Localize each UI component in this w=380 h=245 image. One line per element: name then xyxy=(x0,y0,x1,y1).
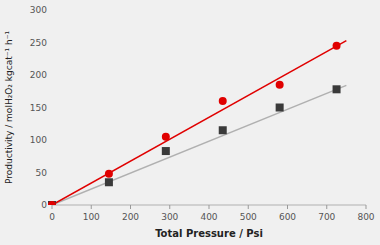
data-point xyxy=(219,97,227,105)
x-tick xyxy=(248,205,249,209)
x-tick xyxy=(209,205,210,209)
x-tick xyxy=(91,205,92,209)
x-tick-label: 700 xyxy=(318,212,335,222)
chart: 0 100 200 300 400 500 600 700 800 0 50 100 150 200 250… xyxy=(0,0,380,245)
y-tick-label: 0 xyxy=(41,200,47,210)
x-tick xyxy=(366,205,367,209)
x-tick xyxy=(130,205,131,209)
plot-area xyxy=(48,41,346,205)
x-tick-label: 300 xyxy=(161,212,178,222)
x-tick-label: 200 xyxy=(122,212,139,222)
data-point xyxy=(333,42,341,50)
data-point xyxy=(162,147,170,155)
x-tick-label: 100 xyxy=(83,212,100,222)
data-point xyxy=(48,201,56,205)
x-tick-label: 400 xyxy=(200,212,217,222)
data-point xyxy=(105,170,113,178)
y-tick-label: 300 xyxy=(30,5,47,15)
x-tick-label: 800 xyxy=(357,212,374,222)
x-tick xyxy=(326,205,327,209)
x-tick-label: 500 xyxy=(240,212,257,222)
data-point xyxy=(219,126,227,134)
data-point xyxy=(276,104,284,112)
background xyxy=(0,0,380,245)
data-point xyxy=(162,133,170,141)
x-tick xyxy=(287,205,288,209)
y-tick-label: 50 xyxy=(36,168,48,178)
data-point xyxy=(105,178,113,186)
x-tick xyxy=(169,205,170,209)
y-tick-label: 100 xyxy=(30,135,47,145)
x-tick-label: 0 xyxy=(49,212,55,222)
fit-line xyxy=(52,85,346,205)
data-point xyxy=(48,201,56,205)
y-tick-label: 250 xyxy=(30,38,47,48)
data-point xyxy=(333,85,341,93)
x-tick xyxy=(52,205,53,209)
x-axis-label: Total Pressure / Psi xyxy=(155,228,263,239)
y-tick-label: 200 xyxy=(30,70,47,80)
data-point xyxy=(276,81,284,89)
y-tick-label: 150 xyxy=(30,103,47,113)
y-axis-label: Productivity / molH₂O₂ kgcat⁻¹ h⁻¹ xyxy=(4,31,14,184)
x-tick-label: 600 xyxy=(279,212,296,222)
fit-line xyxy=(52,41,346,205)
